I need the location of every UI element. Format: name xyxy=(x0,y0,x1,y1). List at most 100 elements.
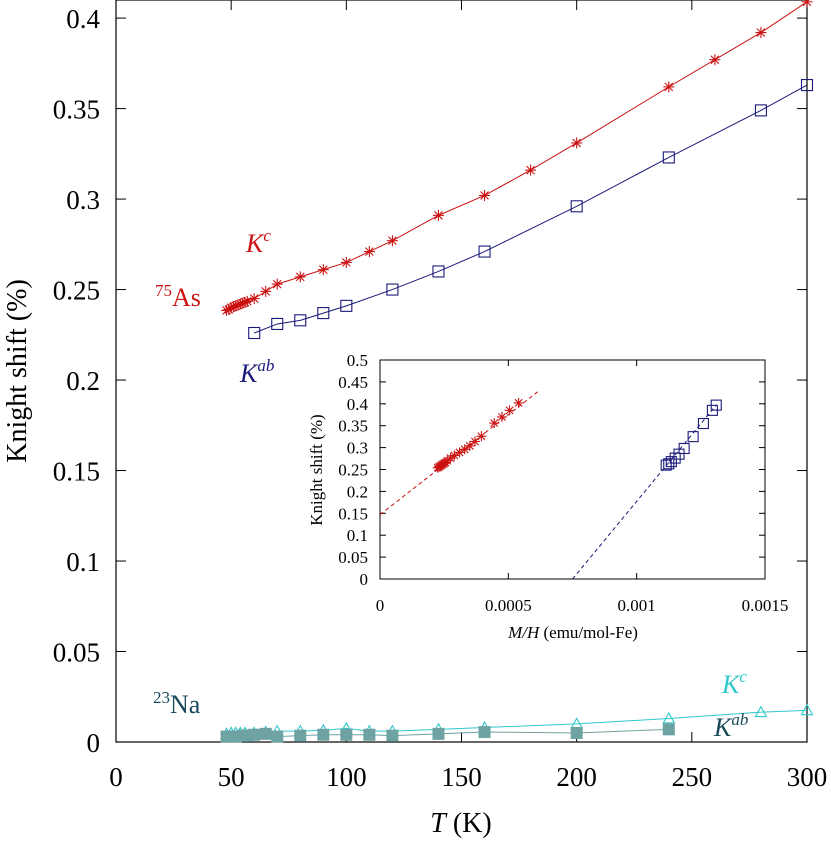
main-point-23na-k-c xyxy=(754,705,768,718)
inset-x-tick-label: 0 xyxy=(376,596,385,615)
inset-y-tick-label: 0.1 xyxy=(347,526,368,545)
main-y-tick-label: 0.05 xyxy=(53,638,100,668)
main-point-75as-k-ab xyxy=(432,265,445,278)
main-point-75as-k-c xyxy=(755,27,767,39)
main-x-tick-label: 250 xyxy=(672,762,713,792)
main-x-tick-label: 0 xyxy=(109,762,123,792)
main-point-23na-k-ab xyxy=(570,726,583,739)
main-x-tick-label: 300 xyxy=(787,762,828,792)
main-point-75as-k-c xyxy=(801,0,813,8)
inset-point-k-c xyxy=(489,418,500,429)
main-x-tick-label: 150 xyxy=(441,762,482,792)
main-point-75as-k-c xyxy=(709,54,721,66)
inset-x-tick-label: 0.0015 xyxy=(742,596,789,615)
main-y-tick-label: 0.35 xyxy=(53,95,100,125)
main-x-tick-label: 50 xyxy=(218,762,245,792)
main-point-75as-k-ab xyxy=(570,200,583,213)
main-y-tick-label: 0.1 xyxy=(66,547,100,577)
inset-point-k-ab xyxy=(687,431,699,443)
main-point-75as-k-ab xyxy=(800,79,814,92)
main-point-75as-k-c xyxy=(571,137,583,149)
na23-kab-label: Kab xyxy=(713,710,748,742)
main-point-75as-k-c xyxy=(363,246,375,258)
main-point-75as-k-c xyxy=(294,271,306,283)
inset-y-tick-label: 0.15 xyxy=(338,504,368,523)
main-series-75as-k-ab xyxy=(248,79,814,340)
inset-point-k-c xyxy=(449,450,460,461)
main-line-75as-k-c xyxy=(226,1,808,311)
as75-kab-label: Kab xyxy=(239,356,274,388)
main-point-23na-k-ab xyxy=(248,728,261,741)
inset-y-tick-label: 0.2 xyxy=(347,482,368,501)
main-x-axis-label: T (K) xyxy=(430,808,491,839)
inset-plot-frame xyxy=(379,359,766,580)
main-point-75as-k-ab xyxy=(317,307,330,320)
inset-series-group xyxy=(379,390,722,580)
inset-point-k-ab xyxy=(710,399,722,411)
inset-point-k-ab xyxy=(669,452,681,464)
as75-label: 75As xyxy=(155,281,201,312)
main-point-23na-k-ab xyxy=(317,728,330,741)
main-point-75as-k-c xyxy=(432,209,444,221)
main-y-tick-label: 0.4 xyxy=(66,4,100,34)
main-point-75as-k-ab xyxy=(340,299,353,312)
main-series-group xyxy=(220,0,814,743)
main-point-23na-k-ab xyxy=(662,723,675,736)
main-point-23na-k-ab xyxy=(363,728,376,741)
inset-x-axis-label: M/H (emu/mol-Fe) xyxy=(507,623,638,642)
main-point-75as-k-ab xyxy=(271,317,284,330)
inset-y-tick-label: 0.3 xyxy=(347,439,368,458)
main-y-tick-label: 0 xyxy=(87,728,101,758)
inset-point-k-c xyxy=(504,405,515,416)
main-point-75as-k-ab xyxy=(662,151,675,164)
main-point-75as-k-c xyxy=(386,235,398,247)
inset-point-k-c xyxy=(454,447,465,458)
inset-axes: 0 0.0005 0.001 0.0015 0 0.05 0.1 0.15 0.2 0.25 0.3… xyxy=(338,351,788,615)
inset-y-tick-label: 0.5 xyxy=(347,351,368,370)
inset-point-k-c xyxy=(476,431,487,442)
main-point-23na-k-ab xyxy=(259,727,272,740)
main-point-75as-k-ab xyxy=(478,245,491,258)
na23-label: 23Na xyxy=(153,688,201,719)
inset-point-k-ab xyxy=(663,458,675,470)
inset-y-tick-label: 0.35 xyxy=(338,417,368,436)
main-x-tick-label: 100 xyxy=(326,762,367,792)
main-point-75as-k-c xyxy=(340,256,352,268)
main-point-23na-k-ab xyxy=(386,729,399,742)
inset-y-axis-label: Knight shift (%) xyxy=(307,414,326,525)
main-series-23na-k-ab xyxy=(220,723,675,743)
inset-y-tick-label: 0.45 xyxy=(338,373,368,392)
inset-fit-line-k-ab-fit xyxy=(572,404,717,580)
inset-point-k-c xyxy=(459,444,470,455)
main-y-axis-label: Knight shift (%) xyxy=(2,279,33,463)
inset-y-tick-label: 0 xyxy=(360,570,369,589)
main-point-75as-k-c xyxy=(479,189,491,201)
main-point-75as-k-c xyxy=(248,293,260,305)
main-y-tick-label: 0.2 xyxy=(66,366,100,396)
inset-series-k-ab xyxy=(660,399,722,471)
inset-point-k-ab xyxy=(665,456,677,468)
inset-point-k-c xyxy=(469,436,480,447)
main-point-23na-k-ab xyxy=(294,729,307,742)
main-point-23na-k-ab xyxy=(340,728,353,741)
inset-series-k-c xyxy=(432,397,524,473)
main-axes: 0 50 100 150 200 250 300 0 0.05 0.1 0.15 0.2 0.25 0.3… xyxy=(53,0,828,792)
main-point-75as-k-ab xyxy=(294,314,307,327)
inset-x-tick-label: 0.001 xyxy=(618,596,656,615)
main-series-75as-k-c xyxy=(221,0,813,316)
main-point-75as-k-ab xyxy=(248,326,261,340)
as75-kc-label: Kc xyxy=(245,226,271,258)
inset-point-k-c xyxy=(513,397,524,408)
main-point-75as-k-c xyxy=(525,164,537,176)
main-y-tick-label: 0.3 xyxy=(66,185,100,215)
inset-y-tick-label: 0.4 xyxy=(347,395,369,414)
main-point-23na-k-ab xyxy=(432,727,445,740)
main-point-75as-k-ab xyxy=(386,283,399,296)
inset-x-tick-label: 0.0005 xyxy=(485,596,532,615)
main-point-23na-k-c xyxy=(800,703,814,716)
main-point-23na-k-ab xyxy=(271,730,284,743)
inset-y-tick-label: 0.05 xyxy=(338,548,368,567)
main-y-tick-label: 0.25 xyxy=(53,276,100,306)
main-point-75as-k-c xyxy=(271,278,283,290)
